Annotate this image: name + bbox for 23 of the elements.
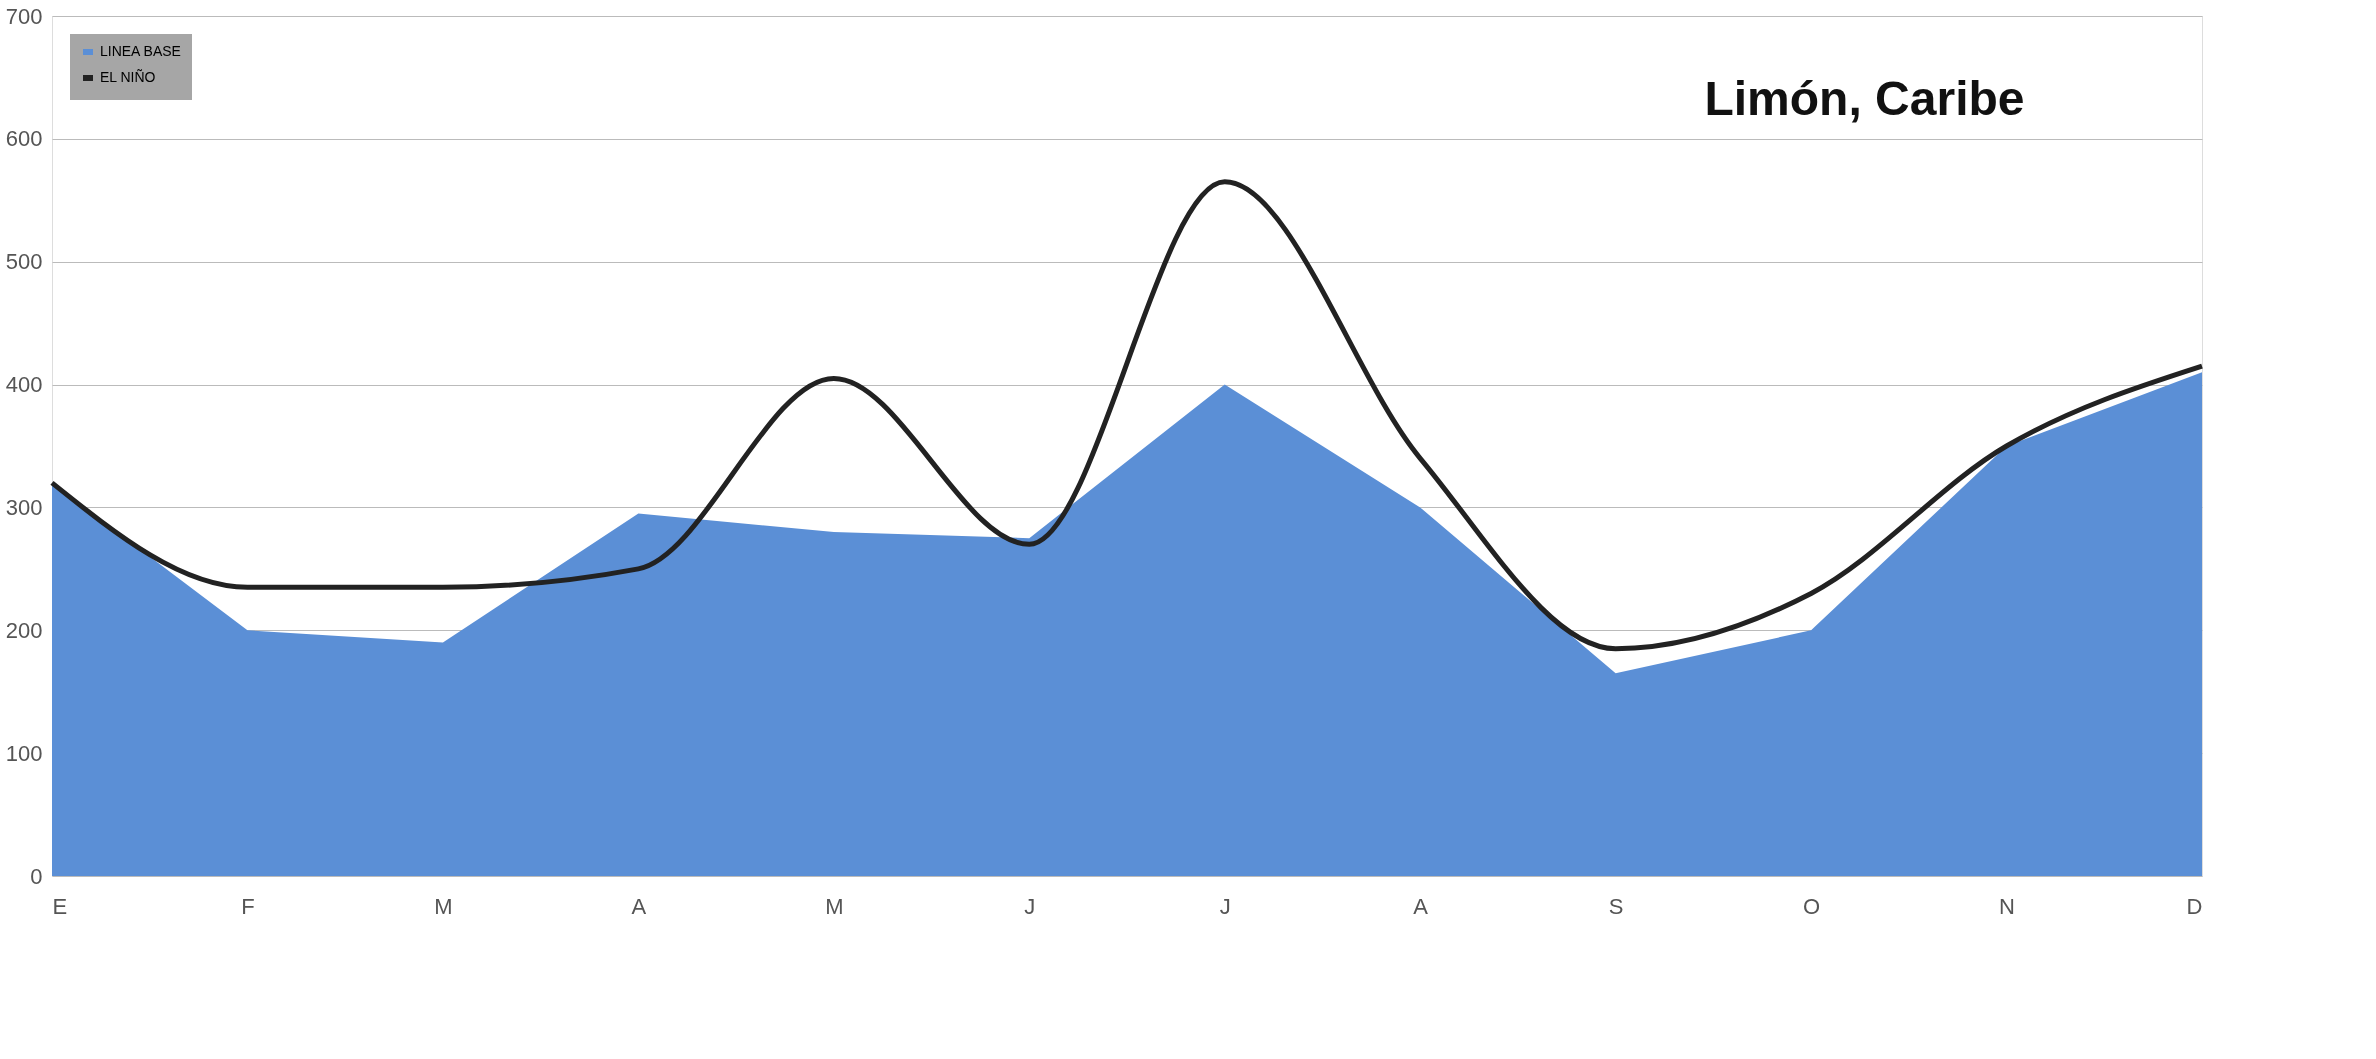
x-tick-label: A bbox=[631, 893, 647, 919]
x-tick-label: O bbox=[1803, 893, 1821, 919]
y-tick-label: 100 bbox=[5, 740, 43, 766]
y-tick-label: 300 bbox=[5, 494, 43, 520]
x-tick-label: M bbox=[825, 893, 844, 919]
x-tick-label: J bbox=[1219, 893, 1231, 919]
x-tick-label: N bbox=[1999, 893, 2015, 919]
y-tick-label: 400 bbox=[5, 372, 43, 398]
text: Limón, Caribe bbox=[1704, 72, 2025, 125]
y-tick-label: 500 bbox=[5, 249, 43, 275]
x-tick-label: E bbox=[52, 893, 68, 919]
legend-label: LINEA BASE bbox=[100, 43, 181, 59]
x-tick-label: A bbox=[1413, 893, 1429, 919]
y-tick-label: 200 bbox=[5, 617, 43, 643]
y-tick-label: 0 bbox=[30, 863, 43, 889]
y-tick-label: 700 bbox=[5, 3, 43, 29]
y-tick-label: 600 bbox=[5, 126, 43, 152]
x-tick-label: D bbox=[2186, 893, 2203, 919]
legend-label: EL NIÑO bbox=[100, 69, 156, 85]
x-tick-label: J bbox=[1024, 893, 1036, 919]
x-tick-label: F bbox=[241, 893, 255, 919]
x-tick-label: M bbox=[434, 893, 453, 919]
x-tick-label: S bbox=[1608, 893, 1624, 919]
